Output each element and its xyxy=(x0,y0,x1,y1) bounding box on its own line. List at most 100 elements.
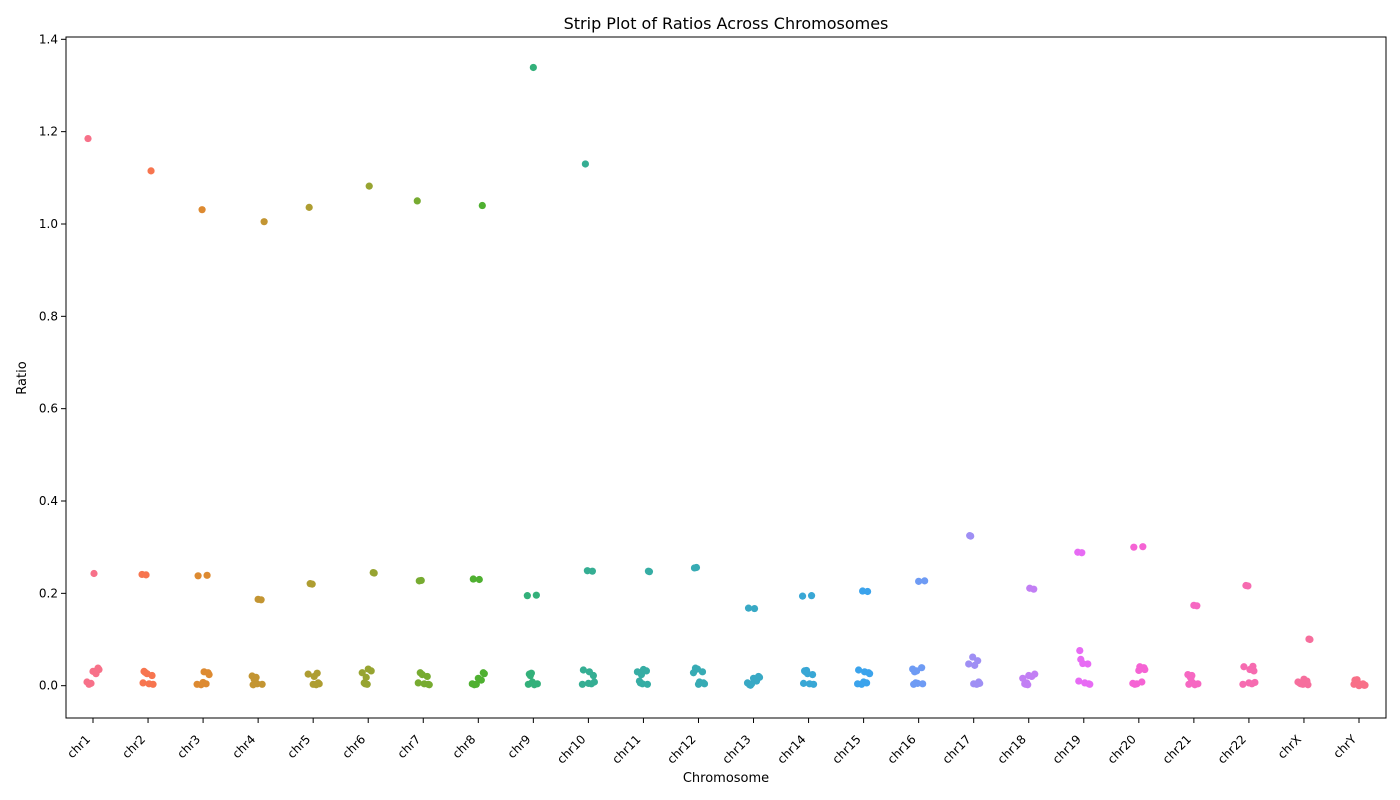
data-point xyxy=(1193,602,1201,610)
data-point xyxy=(807,592,816,600)
data-point xyxy=(700,680,709,688)
data-point xyxy=(478,201,486,210)
x-tick-label: chr10 xyxy=(554,732,588,766)
data-point xyxy=(1240,663,1248,671)
x-tick-label: chr2 xyxy=(119,732,148,761)
data-point xyxy=(911,668,919,676)
data-point xyxy=(480,670,488,678)
data-point xyxy=(470,681,478,689)
plot-frame xyxy=(65,36,1387,719)
data-point xyxy=(642,667,651,675)
data-point xyxy=(750,604,759,613)
data-point xyxy=(526,671,534,680)
x-tick-label: chr1 xyxy=(64,732,93,761)
data-point xyxy=(579,666,587,674)
x-tick-label: chr13 xyxy=(719,732,753,766)
x-tick-label: chr20 xyxy=(1105,732,1139,766)
data-point xyxy=(362,673,370,681)
data-point xyxy=(425,681,433,689)
data-point xyxy=(971,661,979,669)
data-point xyxy=(919,680,927,688)
data-point xyxy=(587,680,595,688)
data-point xyxy=(1130,543,1138,551)
x-tick-label: chr5 xyxy=(284,732,313,761)
data-point xyxy=(92,670,100,678)
data-point xyxy=(864,587,872,596)
data-point xyxy=(312,681,320,689)
data-point xyxy=(866,670,874,678)
data-point xyxy=(798,592,807,600)
y-tick-label: 0.2 xyxy=(39,586,58,600)
data-point xyxy=(1131,680,1139,688)
chart-title: Strip Plot of Ratios Across Chromosomes xyxy=(564,14,889,33)
x-tick-label: chrX xyxy=(1275,732,1304,761)
data-point xyxy=(1030,585,1038,593)
data-point xyxy=(969,653,977,661)
data-point xyxy=(1141,665,1149,674)
data-point xyxy=(643,680,652,688)
y-tick-label: 0.0 xyxy=(39,679,58,693)
data-point xyxy=(260,218,268,226)
data-point xyxy=(84,134,92,143)
y-tick-label: 0.8 xyxy=(39,309,58,323)
data-point xyxy=(1078,549,1086,557)
data-point xyxy=(1135,666,1143,675)
data-point xyxy=(1191,681,1199,689)
data-point xyxy=(1306,635,1314,644)
y-tick-label: 0.6 xyxy=(39,402,58,416)
y-axis-label: Ratio xyxy=(15,361,30,394)
x-tick-label: chr21 xyxy=(1160,732,1194,766)
data-point xyxy=(1361,681,1369,689)
data-point xyxy=(1139,543,1147,551)
data-point xyxy=(365,182,373,190)
data-point xyxy=(415,577,423,585)
x-tick-label: chr22 xyxy=(1215,732,1249,766)
x-tick-label: chr12 xyxy=(664,732,698,766)
data-point xyxy=(258,680,266,688)
data-point xyxy=(363,680,371,688)
data-point xyxy=(689,669,698,677)
data-point xyxy=(808,671,817,679)
data-point xyxy=(1244,582,1252,590)
data-point xyxy=(305,203,313,211)
data-point xyxy=(1075,677,1083,685)
data-point xyxy=(1076,646,1084,655)
x-tick-label: chr8 xyxy=(450,732,479,761)
x-tick-label: chr19 xyxy=(1050,732,1084,766)
data-point xyxy=(205,671,213,679)
data-point xyxy=(858,680,866,688)
data-point xyxy=(85,680,93,688)
data-point xyxy=(973,680,981,688)
data-point xyxy=(523,592,531,600)
data-point xyxy=(1084,660,1092,668)
data-point xyxy=(308,580,316,588)
data-point xyxy=(198,206,206,214)
data-point xyxy=(921,577,929,585)
data-point xyxy=(148,671,156,680)
data-point xyxy=(149,680,157,688)
y-tick-label: 1.0 xyxy=(39,217,58,231)
data-point xyxy=(139,679,147,687)
data-point xyxy=(645,568,654,576)
data-point xyxy=(799,679,808,687)
data-points xyxy=(83,63,1369,690)
data-point xyxy=(915,577,923,585)
y-tick-label: 1.4 xyxy=(39,32,58,46)
x-tick-label: chr18 xyxy=(995,732,1029,766)
data-point xyxy=(965,660,973,668)
data-point xyxy=(578,680,586,688)
data-point xyxy=(257,596,265,604)
x-tick-label: chr3 xyxy=(174,732,203,761)
data-point xyxy=(637,671,646,679)
data-point xyxy=(1028,672,1036,681)
x-tick-label: chr17 xyxy=(940,732,974,766)
data-point xyxy=(690,564,699,572)
data-point xyxy=(855,666,863,674)
data-point xyxy=(1185,680,1193,688)
x-tick-label: chr11 xyxy=(609,732,643,766)
data-point xyxy=(423,672,431,681)
x-tick-label: chr9 xyxy=(505,732,534,761)
y-tick-label: 1.2 xyxy=(39,125,58,139)
data-point xyxy=(367,667,375,675)
x-tick-label: chr16 xyxy=(885,732,919,766)
